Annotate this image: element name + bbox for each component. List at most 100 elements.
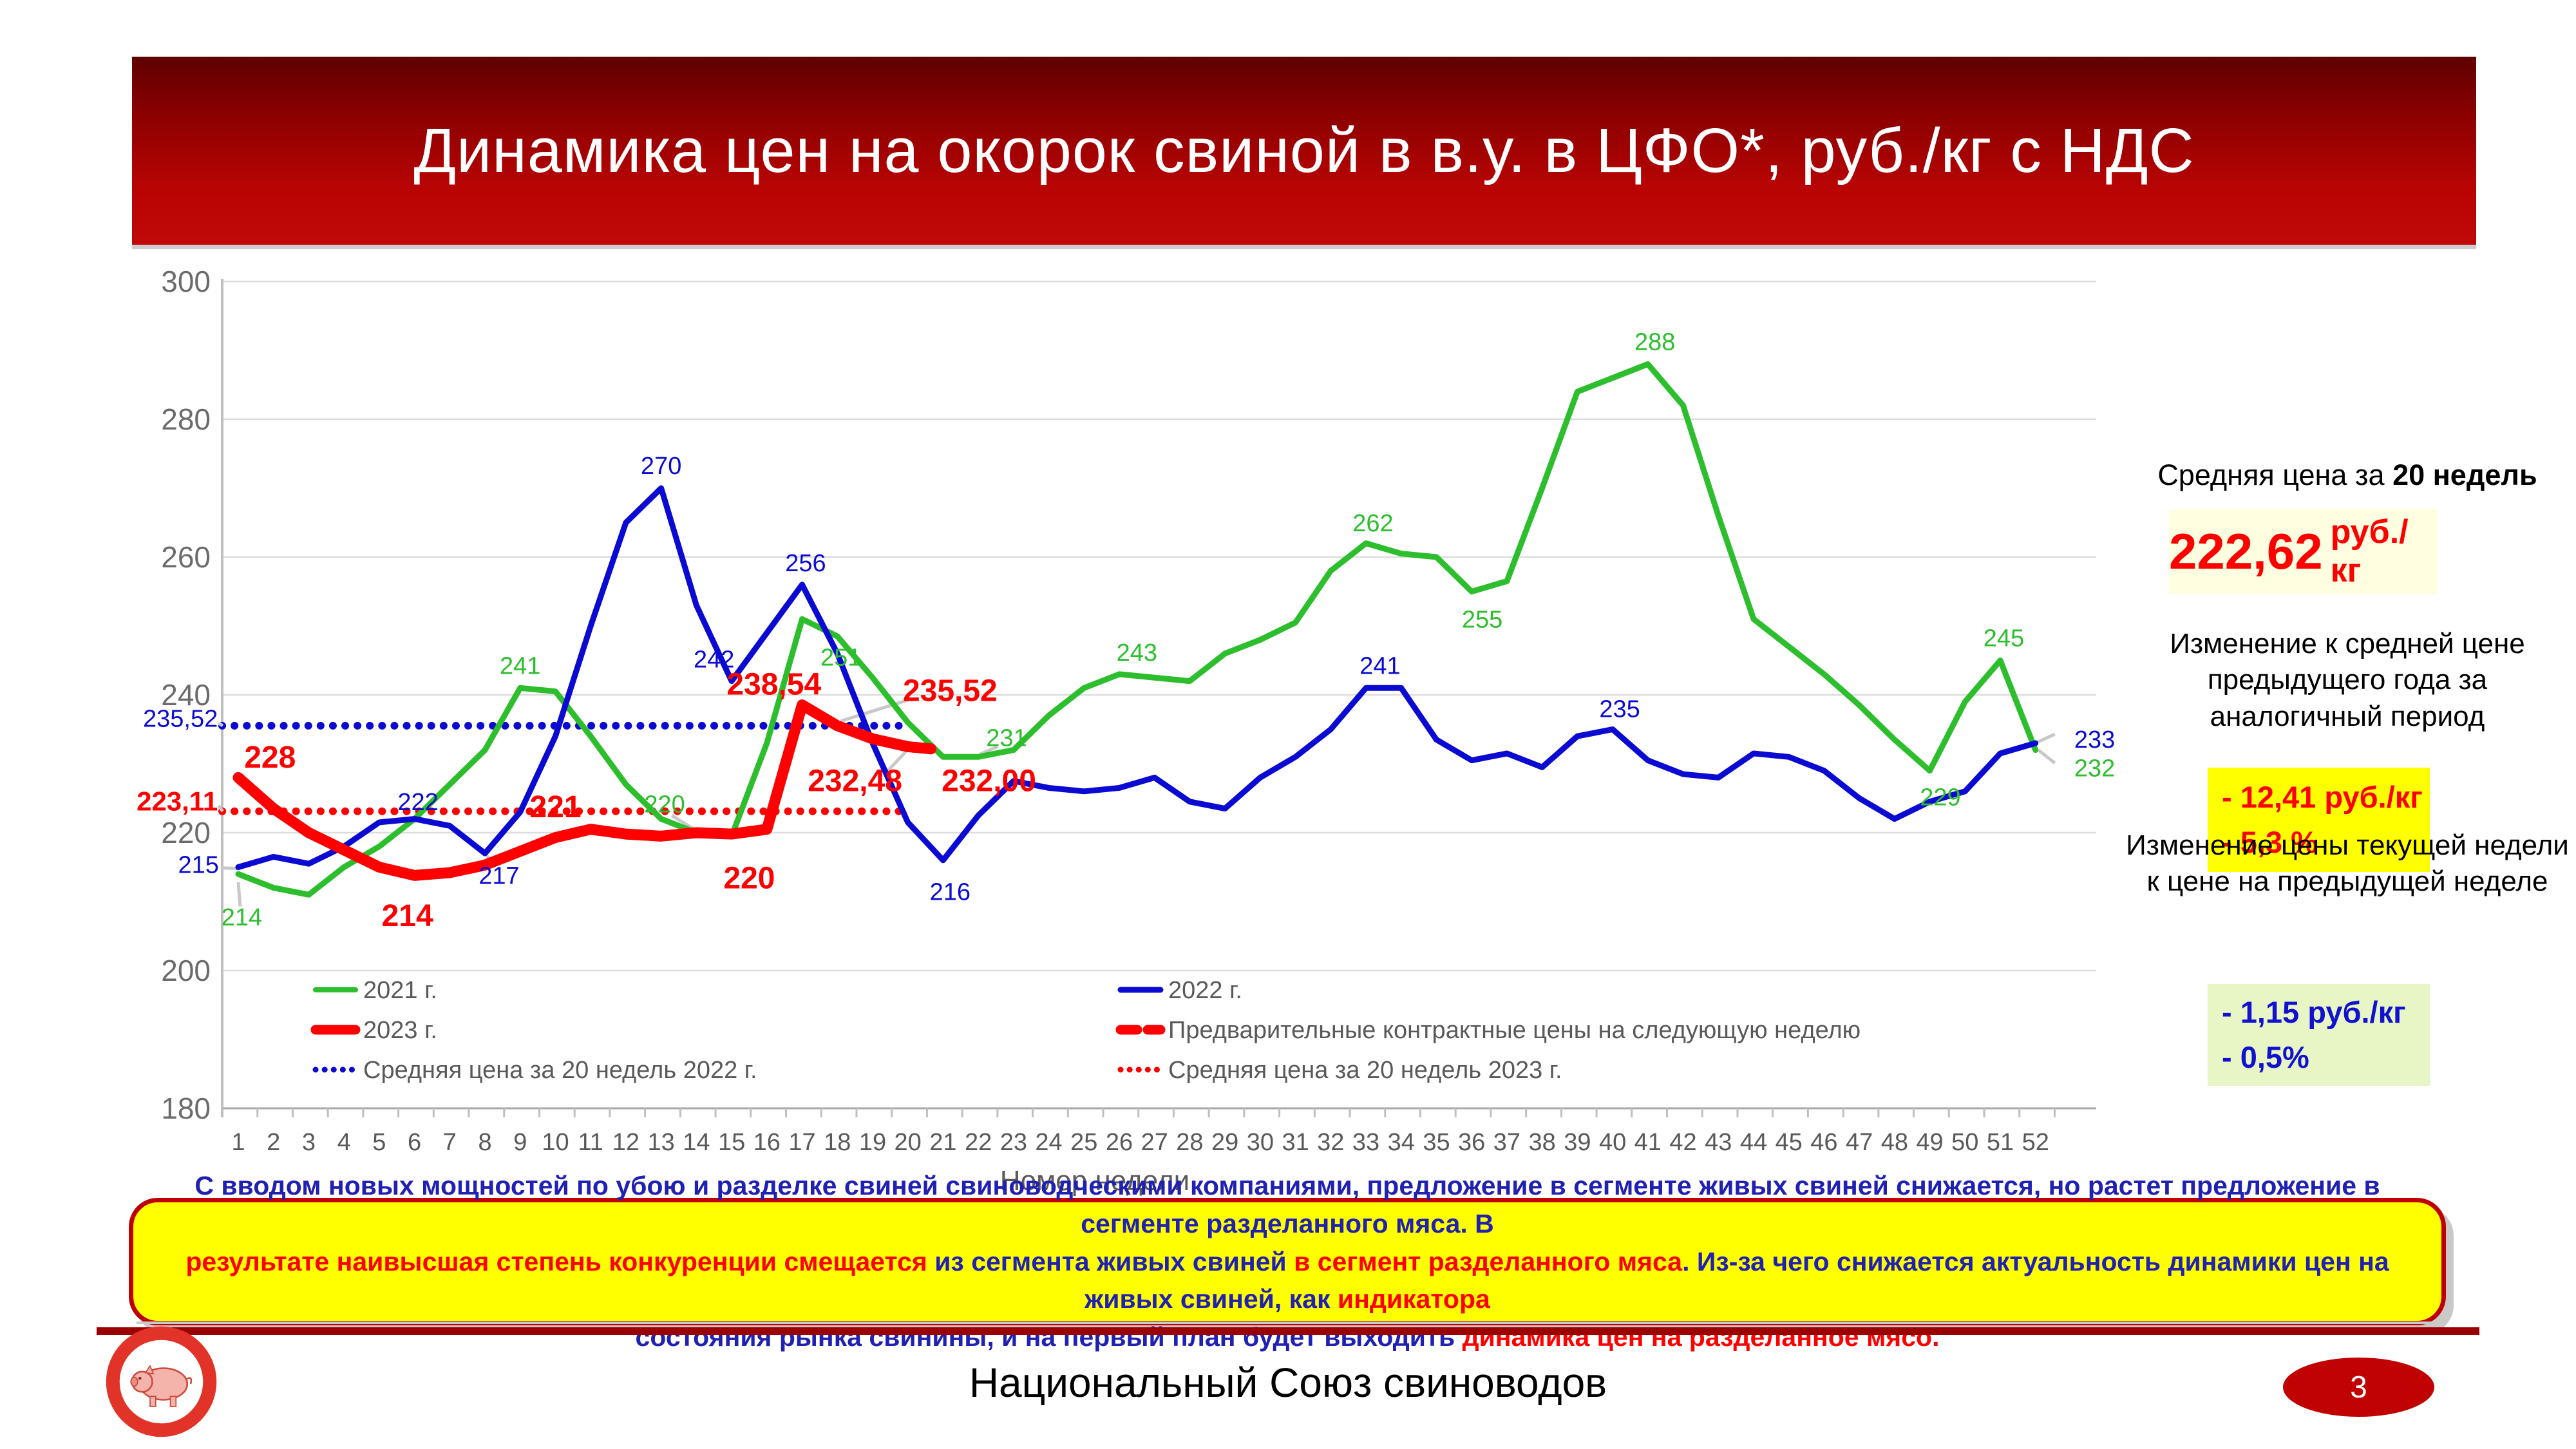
svg-text:232: 232 — [2074, 755, 2115, 782]
svg-text:216: 216 — [930, 878, 971, 905]
svg-text:13: 13 — [647, 1129, 674, 1156]
svg-text:217: 217 — [478, 863, 519, 890]
svg-text:2022 г.: 2022 г. — [1168, 977, 1242, 1004]
svg-text:221: 221 — [529, 790, 581, 824]
svg-text:8: 8 — [478, 1129, 491, 1156]
separator-red-line — [97, 1327, 2479, 1335]
svg-text:9: 9 — [513, 1129, 527, 1156]
svg-text:42: 42 — [1669, 1129, 1696, 1156]
svg-text:2: 2 — [267, 1129, 280, 1156]
svg-text:16: 16 — [753, 1129, 781, 1156]
avg-price-value-box: 222,62 руб./кг — [2169, 509, 2438, 594]
svg-text:45: 45 — [1776, 1129, 1803, 1156]
svg-text:25: 25 — [1070, 1129, 1097, 1156]
note-line-1: С вводом новых мощностей по убою и разде… — [133, 1167, 2441, 1242]
note-line-3: состояния рынка свинины, и на первый пла… — [133, 1318, 2441, 1356]
svg-text:242: 242 — [694, 647, 734, 674]
svg-text:2023 г.: 2023 г. — [363, 1017, 437, 1044]
yoy-change-rub: - 12,41 руб./кг — [2222, 779, 2423, 814]
svg-text:6: 6 — [408, 1129, 421, 1156]
chart-legend: 2021 г. 2023 г. Средняя цена за 20 недель … — [310, 977, 1861, 1084]
svg-text:222: 222 — [397, 789, 438, 816]
svg-text:180: 180 — [161, 1092, 211, 1125]
svg-text:215: 215 — [178, 852, 218, 879]
svg-text:18: 18 — [824, 1129, 851, 1156]
svg-text:240: 240 — [161, 678, 211, 712]
svg-text:23: 23 — [1000, 1129, 1027, 1156]
grid — [222, 280, 2096, 972]
svg-text:20: 20 — [895, 1129, 922, 1156]
svg-text:35: 35 — [1423, 1129, 1450, 1156]
svg-text:33: 33 — [1352, 1129, 1379, 1156]
svg-text:260: 260 — [161, 540, 211, 574]
note-line-2: результате наивысшая степень конкуренции… — [133, 1243, 2441, 1318]
note-segment: из сегмента живых свиней — [934, 1246, 1294, 1276]
svg-text:39: 39 — [1564, 1129, 1591, 1156]
note-segment: индикатора — [1337, 1284, 1490, 1314]
note-segment: динамика цен на разделанное мясо. — [1462, 1321, 1940, 1352]
avg-price-label: Средняя цена за 20 недель — [2122, 459, 2573, 492]
svg-text:52: 52 — [2022, 1129, 2049, 1156]
svg-text:43: 43 — [1705, 1129, 1732, 1156]
svg-text:40: 40 — [1599, 1129, 1626, 1156]
svg-text:200: 200 — [161, 954, 211, 987]
svg-text:30: 30 — [1247, 1129, 1274, 1156]
svg-text:50: 50 — [1951, 1129, 1978, 1156]
svg-text:34: 34 — [1388, 1129, 1415, 1156]
svg-text:Предварительные контрактные це: Предварительные контрактные цены на след… — [1168, 1017, 1861, 1044]
svg-text:256: 256 — [785, 550, 826, 577]
title-banner: Динамика цен на окорок свиной в в.у. в Ц… — [132, 57, 2476, 245]
axes — [221, 279, 2096, 1117]
wow-change-pct: - 0,5% — [2222, 1040, 2309, 1074]
wow-change-box: - 1,15 руб./кг - 0,5% — [2208, 984, 2430, 1086]
svg-text:300: 300 — [161, 265, 211, 298]
page-number: 3 — [2350, 1370, 2367, 1405]
svg-text:4: 4 — [337, 1129, 351, 1156]
bottom-note-box: С вводом новых мощностей по убою и разде… — [129, 1171, 2446, 1352]
svg-text:220: 220 — [723, 861, 775, 895]
svg-text:233: 233 — [2074, 726, 2115, 753]
note-segment: . Из-за чего снижается актуальность дина… — [1084, 1246, 2389, 1314]
pig-icon — [130, 1365, 193, 1407]
svg-text:32: 32 — [1317, 1129, 1344, 1156]
note-segment: в сегмент разделанного мяса — [1294, 1246, 1683, 1276]
svg-text:235: 235 — [1599, 696, 1640, 723]
wow-change-rub: - 1,15 руб./кг — [2222, 994, 2406, 1029]
series-2021-line — [235, 361, 2039, 898]
svg-text:235,52: 235,52 — [903, 674, 998, 708]
svg-text:7: 7 — [443, 1129, 457, 1156]
svg-text:41: 41 — [1634, 1129, 1662, 1156]
svg-text:28: 28 — [1176, 1129, 1203, 1156]
slide-title: Динамика цен на окорок свиной в в.у. в Ц… — [413, 115, 2195, 185]
svg-text:14: 14 — [683, 1129, 710, 1156]
svg-text:1: 1 — [231, 1129, 245, 1156]
svg-text:241: 241 — [1359, 652, 1400, 679]
svg-text:17: 17 — [788, 1129, 815, 1156]
series-2022-line — [235, 485, 2039, 870]
svg-text:24: 24 — [1035, 1129, 1062, 1156]
svg-text:3: 3 — [302, 1129, 316, 1156]
wow-change-label: Изменение цены текущей недели к цене на … — [2126, 829, 2569, 898]
svg-text:232,48: 232,48 — [808, 764, 902, 798]
svg-text:19: 19 — [859, 1129, 886, 1156]
svg-text:229: 229 — [1920, 784, 1960, 811]
svg-text:48: 48 — [1881, 1129, 1908, 1156]
avg-price-unit: руб./кг — [2330, 513, 2409, 589]
svg-text:238,54: 238,54 — [726, 668, 821, 702]
svg-text:241: 241 — [500, 652, 540, 679]
label-leader-lines — [217, 697, 2056, 907]
svg-text:245: 245 — [1984, 625, 2024, 652]
svg-text:288: 288 — [1634, 328, 1675, 355]
y-axis-labels: 300 280 260 240 220 200 180 — [161, 265, 211, 1125]
svg-text:46: 46 — [1810, 1129, 1837, 1156]
svg-text:270: 270 — [641, 453, 681, 480]
avg-price-value: 222,62 — [2169, 522, 2323, 580]
svg-text:27: 27 — [1141, 1129, 1168, 1156]
yoy-change-box: - 12,41 руб./кг - 5,3 % — [2208, 768, 2430, 872]
footer-organization: Национальный Союз свиноводов — [969, 1359, 1607, 1406]
svg-text:223,11: 223,11 — [137, 786, 218, 816]
svg-text:31: 31 — [1282, 1129, 1309, 1156]
svg-text:37: 37 — [1493, 1129, 1520, 1156]
svg-text:220: 220 — [161, 816, 211, 849]
svg-text:255: 255 — [1462, 607, 1502, 634]
